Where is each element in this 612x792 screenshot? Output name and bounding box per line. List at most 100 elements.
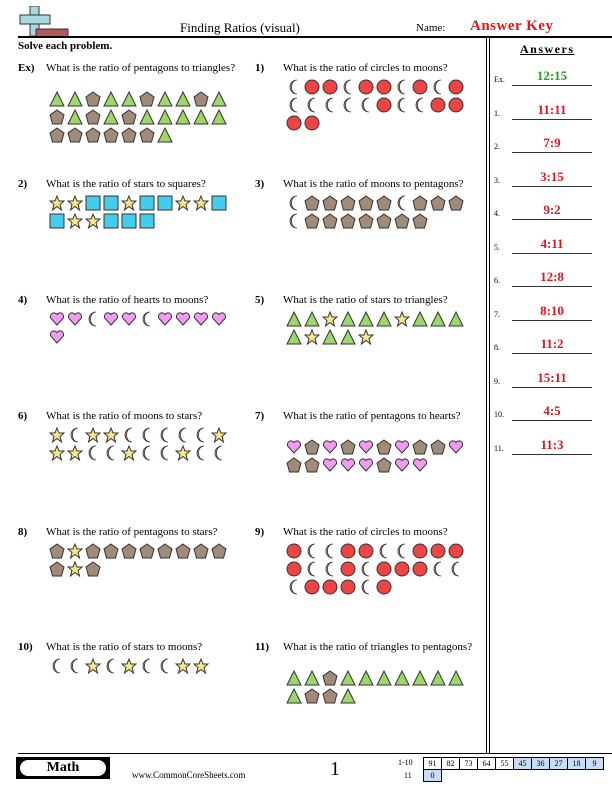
answer-line bbox=[512, 152, 592, 153]
heart-icon bbox=[66, 310, 84, 328]
moon-icon bbox=[66, 657, 84, 675]
star-icon bbox=[120, 194, 138, 212]
question-number: 11) bbox=[255, 641, 270, 653]
question-number: 4) bbox=[18, 294, 28, 306]
moon-icon bbox=[393, 78, 411, 96]
pentagon-icon bbox=[48, 560, 66, 578]
moon-icon bbox=[285, 194, 303, 212]
answer-row: 6. 12:8 bbox=[494, 267, 604, 287]
pentagon-icon bbox=[48, 542, 66, 560]
answer-value: 4:11 bbox=[540, 235, 564, 251]
moon-icon bbox=[303, 560, 321, 578]
answer-label: 9. bbox=[494, 376, 500, 386]
moon-icon bbox=[174, 426, 192, 444]
question-text: What is the ratio of moons to stars? bbox=[46, 410, 203, 422]
star-icon bbox=[66, 542, 84, 560]
heart-icon bbox=[447, 438, 465, 456]
square-icon bbox=[48, 212, 66, 230]
pentagon-icon bbox=[375, 212, 393, 230]
triangle-icon bbox=[138, 108, 156, 126]
moon-icon bbox=[285, 578, 303, 596]
pentagon-icon bbox=[138, 542, 156, 560]
circle-icon bbox=[429, 96, 447, 114]
pentagon-icon bbox=[375, 194, 393, 212]
pentagon-icon bbox=[120, 126, 138, 144]
star-icon bbox=[321, 310, 339, 328]
triangle-icon bbox=[339, 328, 357, 346]
star-icon bbox=[66, 212, 84, 230]
question-text: What is the ratio of circles to moons? bbox=[283, 526, 448, 538]
answer-row: 3. 3:15 bbox=[494, 167, 604, 187]
score-cell: 64 bbox=[477, 757, 496, 770]
star-icon bbox=[120, 657, 138, 675]
triangle-icon bbox=[393, 669, 411, 687]
answer-row: 8. 11:2 bbox=[494, 334, 604, 354]
moon-icon bbox=[357, 560, 375, 578]
square-icon bbox=[84, 194, 102, 212]
footer-divider bbox=[18, 753, 612, 754]
answer-line bbox=[512, 353, 592, 354]
shape-group bbox=[285, 194, 465, 230]
shape-group bbox=[48, 194, 228, 230]
question-number: 1) bbox=[255, 62, 265, 74]
circle-icon bbox=[411, 78, 429, 96]
triangle-icon bbox=[285, 310, 303, 328]
answer-value: 4:5 bbox=[543, 403, 561, 418]
pentagon-icon bbox=[411, 438, 429, 456]
moon-icon bbox=[411, 96, 429, 114]
answer-row: 2. 7:9 bbox=[494, 133, 604, 153]
subject-badge: Math bbox=[16, 757, 110, 779]
question-text: What is the ratio of pentagons to triang… bbox=[46, 62, 236, 74]
answer-row: 7. 8:10 bbox=[494, 301, 604, 321]
heart-icon bbox=[120, 310, 138, 328]
heart-icon bbox=[48, 328, 66, 346]
moon-icon bbox=[84, 444, 102, 462]
triangle-icon bbox=[303, 669, 321, 687]
moon-icon bbox=[303, 96, 321, 114]
pentagon-icon bbox=[339, 212, 357, 230]
answer-line bbox=[512, 118, 592, 120]
moon-icon bbox=[339, 96, 357, 114]
star-icon bbox=[192, 194, 210, 212]
circle-icon bbox=[411, 560, 429, 578]
star-icon bbox=[357, 328, 375, 346]
moon-icon bbox=[285, 78, 303, 96]
heart-icon bbox=[393, 456, 411, 474]
triangle-icon bbox=[102, 90, 120, 108]
star-icon bbox=[174, 657, 192, 675]
moon-icon bbox=[138, 426, 156, 444]
circle-icon bbox=[411, 542, 429, 560]
moon-icon bbox=[192, 444, 210, 462]
pentagon-icon bbox=[303, 194, 321, 212]
score-grid-row2: 0 bbox=[423, 769, 442, 782]
circle-icon bbox=[393, 560, 411, 578]
pentagon-icon bbox=[84, 90, 102, 108]
triangle-icon bbox=[447, 669, 465, 687]
pentagon-icon bbox=[102, 542, 120, 560]
moon-icon bbox=[138, 657, 156, 675]
pentagon-icon bbox=[174, 542, 192, 560]
star-icon bbox=[84, 657, 102, 675]
answer-line bbox=[512, 453, 592, 455]
circle-icon bbox=[321, 78, 339, 96]
pentagon-icon bbox=[393, 212, 411, 230]
heart-icon bbox=[321, 438, 339, 456]
pentagon-icon bbox=[339, 194, 357, 212]
answer-label: 4. bbox=[494, 209, 500, 218]
moon-icon bbox=[120, 426, 138, 444]
answer-column-divider-2 bbox=[489, 37, 490, 754]
shape-group bbox=[48, 657, 228, 675]
pentagon-icon bbox=[447, 194, 465, 212]
moon-icon bbox=[393, 194, 411, 212]
site-url: www.CommonCoreSheets.com bbox=[132, 770, 246, 780]
triangle-icon bbox=[102, 108, 120, 126]
star-icon bbox=[66, 444, 84, 462]
heart-icon bbox=[393, 438, 411, 456]
triangle-icon bbox=[429, 310, 447, 328]
triangle-icon bbox=[285, 328, 303, 346]
answer-value: 12:15 bbox=[536, 68, 568, 83]
star-icon bbox=[174, 194, 192, 212]
score-grid-row1: 91 82 73 64 55 45 36 27 18 9 bbox=[423, 757, 604, 770]
star-icon bbox=[192, 657, 210, 675]
pentagon-icon bbox=[102, 126, 120, 144]
